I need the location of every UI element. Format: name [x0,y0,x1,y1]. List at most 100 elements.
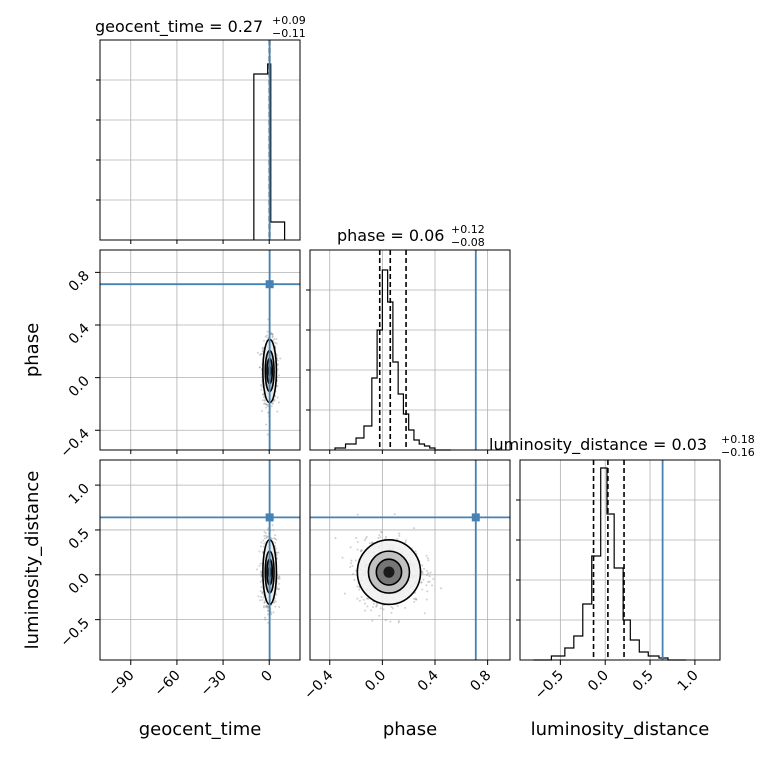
panel-geocent-time-vs-luminosity-distance-sample-point [263,537,266,540]
panel-geocent-time-vs-phase-sample-point [260,410,263,413]
panel-phase-vs-luminosity-distance-sample-point [352,572,355,575]
panel-phase-vs-luminosity-distance-sample-point [425,598,428,601]
ytick-label-phase-1: 0.0 [66,373,93,400]
panel-geocent-time-vs-luminosity-distance-sample-point [266,613,269,616]
panel-geocent-time-vs-phase-sample-point [263,399,266,402]
title-geocent-time: geocent_time = 0.27 [95,17,263,37]
panel-geocent-time-vs-phase-sample-point [258,366,261,369]
panel-geocent-time-vs-phase-sample-point [265,406,268,409]
panel-phase-vs-luminosity-distance-sample-point [421,572,424,575]
panel-geocent-time-vs-luminosity-distance-sample-point [258,550,261,553]
panel-phase-vs-luminosity-distance-sample-point [415,598,418,601]
panel-phase-vs-luminosity-distance-sample-point [420,581,423,584]
panel-geocent-time-vs-luminosity-distance-truth-marker [265,513,274,522]
title-phase-minus: −0.08 [451,236,485,249]
panel-phase-vs-luminosity-distance-sample-point [425,574,428,577]
panel-geocent-time-vs-luminosity-distance-sample-point [277,551,280,554]
panel-geocent-time-vs-phase-truth-marker [265,280,274,289]
panel-geocent-time-vs-luminosity-distance-sample-point [275,538,278,541]
panel-phase-vs-luminosity-distance-sample-point [359,549,362,552]
panel-geocent-time-vs-phase-sample-point [270,405,273,408]
panel-phase-vs-luminosity-distance-sample-point [421,570,424,573]
panel-geocent-time-vs-phase-sample-point [258,366,261,369]
panel-phase-vs-luminosity-distance-sample-point [426,590,429,593]
title-luminosity-distance-plus: +0.18 [721,433,755,446]
panel-phase-vs-luminosity-distance-sample-point [350,562,353,565]
hist-luminosity-distance-bars [533,467,686,661]
panel-phase-vs-luminosity-distance-sample-point [390,611,393,614]
panel-geocent-time-vs-phase-sample-point [261,385,264,388]
panel-geocent-time-vs-luminosity-distance-sample-point [277,577,280,580]
ytick-label-phase-0: −0.4 [57,426,92,461]
panel-geocent-time-vs-phase-sample-point [271,333,274,336]
panel-geocent-time-vs-luminosity-distance-frame [99,459,301,661]
panel-phase-vs-luminosity-distance-sample-point [391,607,394,610]
title-geocent-time-plus: +0.09 [272,14,306,27]
panel-geocent-time-vs-luminosity-distance-sample-point [265,605,268,608]
panel-geocent-time-vs-phase-sample-point [279,357,282,360]
panel-geocent-time-vs-luminosity-distance-sample-point [259,599,262,602]
panel-phase-vs-luminosity-distance-sample-point [363,539,366,542]
panel-phase-vs-luminosity-distance-sample-point [432,577,435,580]
panel-geocent-time-vs-phase-sample-point [267,336,270,339]
panel-geocent-time-vs-luminosity-distance-sample-point [264,618,267,621]
panel-geocent-time-vs-luminosity-distance-sample-point [260,585,263,588]
panel-geocent-time-vs-phase-sample-point [267,405,270,408]
panel-phase-vs-luminosity-distance-sample-point [413,527,416,530]
panel-phase-vs-luminosity-distance-sample-point [377,536,380,539]
xtick-label-luminosity-distance-3: 1.0 [675,668,702,695]
panel-geocent-time-vs-luminosity-distance-sample-point [271,524,274,527]
ytick-label-luminosity-distance-0: −0.5 [57,615,92,650]
panel-phase-vs-luminosity-distance-sample-point [378,614,381,617]
panel-geocent-time-vs-luminosity-distance-sample-point [275,551,278,554]
panel-geocent-time-vs-luminosity-distance-sample-point [264,606,267,609]
ylabel-luminosity-distance: luminosity_distance [22,471,43,650]
panel-geocent-time-vs-luminosity-distance-sample-point [259,580,262,583]
panel-geocent-time-vs-luminosity-distance-sample-point [270,613,273,616]
xtick-label-phase-2: 0.4 [415,667,442,694]
panel-phase-vs-luminosity-distance-sample-point [431,584,434,587]
panel-phase-vs-luminosity-distance-sample-point [425,584,428,587]
panel-phase-vs-luminosity-distance-sample-point [375,605,378,608]
panel-geocent-time-vs-luminosity-distance-sample-point [260,575,263,578]
panel-geocent-time-vs-luminosity-distance-sample-point [263,534,266,537]
panel-phase-vs-luminosity-distance-sample-point [397,620,400,623]
panel-geocent-time-vs-phase-sample-point [261,346,264,349]
panel-geocent-time-vs-luminosity-distance-sample-point [259,562,262,565]
panel-phase-vs-luminosity-distance-sample-point [420,581,423,584]
panel-phase-vs-luminosity-distance-sample-point [360,595,363,598]
panel-phase-vs-luminosity-distance-sample-point [370,609,373,612]
panel-phase-vs-luminosity-distance-sample-point [384,619,387,622]
panel-geocent-time-vs-luminosity-distance-sample-point [259,545,262,548]
panel-geocent-time-vs-phase-sample-point [264,335,267,338]
xtick-label-geocent-time-1: −60 [152,668,184,700]
panel-phase-vs-luminosity-distance-sample-point [364,609,367,612]
panel-geocent-time-vs-luminosity-distance-sample-point [272,611,275,614]
panel-phase-vs-luminosity-distance-sample-point [364,537,367,540]
panel-phase-vs-luminosity-distance-sample-point [356,540,359,543]
panel-phase-vs-luminosity-distance-sample-point [349,546,352,549]
panel-geocent-time-vs-phase-sample-point [276,384,279,387]
panel-phase-vs-luminosity-distance-sample-point [371,619,374,622]
panel-geocent-time-vs-luminosity-distance-sample-point [275,587,278,590]
panel-phase-vs-luminosity-distance-sample-point [356,597,359,600]
panel-phase-vs-luminosity-distance-sample-point [389,620,392,623]
panel-geocent-time-vs-phase-sample-point [263,398,266,401]
panel-phase-vs-luminosity-distance-sample-point [372,602,375,605]
panel-geocent-time-vs-luminosity-distance-sample-point [258,564,261,567]
panel-geocent-time-vs-phase-sample-point [270,332,273,335]
panel-geocent-time-vs-phase-sample-point [266,330,269,333]
panel-geocent-time-vs-luminosity-distance-sample-point [274,547,277,550]
panel-geocent-time-vs-luminosity-distance-sample-point [278,587,281,590]
ytick-label-luminosity-distance-1: 0.0 [66,570,93,597]
panel-geocent-time-vs-phase-sample-point [274,395,277,398]
panel-phase-vs-luminosity-distance-sample-point [426,557,429,560]
panel-phase-vs-luminosity-distance-sample-point [415,598,418,601]
panel-geocent-time-vs-phase-sample-point [265,403,268,406]
panel-geocent-time-vs-luminosity-distance-sample-point [277,576,280,579]
panel-phase-vs-luminosity-distance-sample-point [356,513,359,516]
panel-geocent-time-vs-luminosity-distance-sample-point [260,575,263,578]
title-geocent-time-minus: −0.11 [272,27,306,40]
panel-phase-vs-luminosity-distance-sample-point [421,588,424,591]
panel-phase-vs-luminosity-distance-frame [309,459,511,661]
